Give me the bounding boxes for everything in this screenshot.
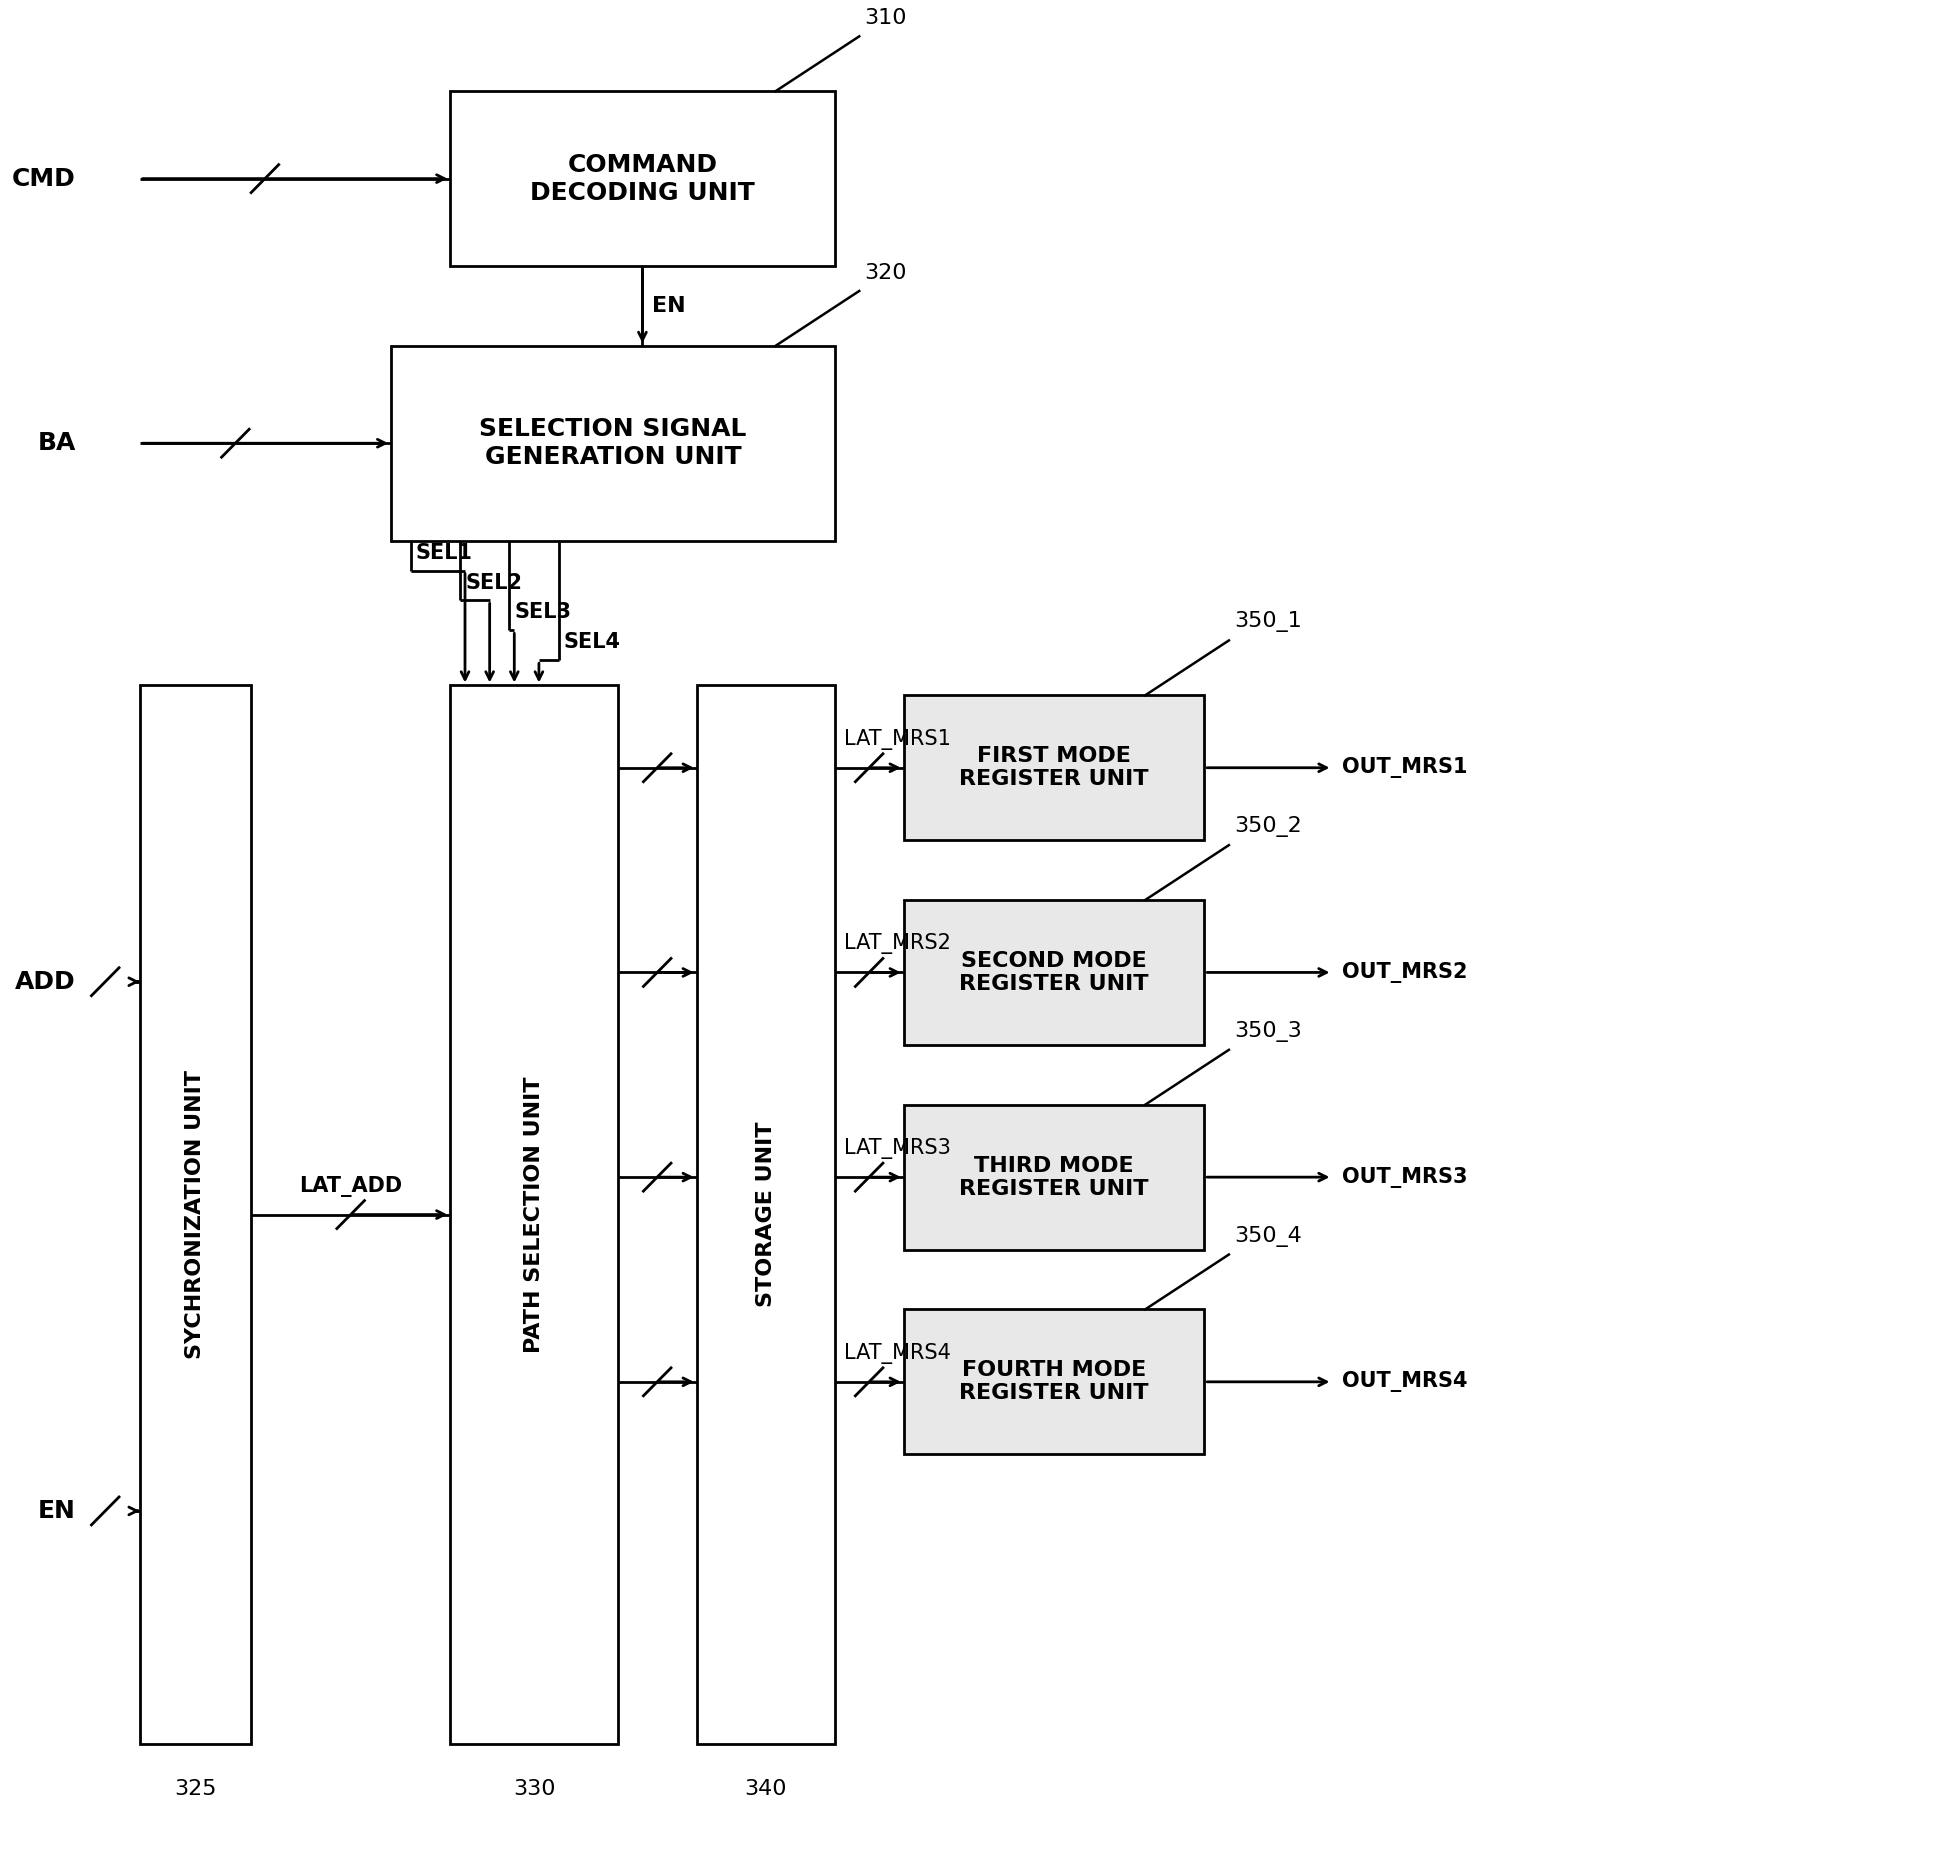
Text: 325: 325 [174, 1779, 217, 1798]
Text: 350_3: 350_3 [1234, 1020, 1302, 1041]
Text: EN: EN [653, 295, 686, 316]
Text: LAT_MRS2: LAT_MRS2 [845, 933, 951, 955]
Text: SEL2: SEL2 [465, 572, 521, 592]
Bar [449, 686, 618, 1744]
Text: SEL3: SEL3 [515, 602, 571, 622]
Text: OUT_MRS4: OUT_MRS4 [1342, 1372, 1468, 1392]
Text: CMD: CMD [12, 166, 76, 191]
Bar [391, 346, 835, 540]
Text: FOURTH MODE
REGISTER UNIT: FOURTH MODE REGISTER UNIT [959, 1361, 1149, 1404]
Text: OUT_MRS3: OUT_MRS3 [1342, 1166, 1468, 1187]
Text: 320: 320 [864, 264, 907, 282]
Bar [905, 1105, 1205, 1250]
Bar [697, 686, 835, 1744]
Bar [449, 92, 835, 265]
Text: 330: 330 [513, 1779, 556, 1798]
Text: OUT_MRS2: OUT_MRS2 [1342, 963, 1468, 983]
Bar [905, 901, 1205, 1045]
Text: STORAGE UNIT: STORAGE UNIT [755, 1121, 775, 1306]
Text: 340: 340 [744, 1779, 786, 1798]
Text: ADD: ADD [15, 970, 76, 994]
Text: SELECTION SIGNAL
GENERATION UNIT: SELECTION SIGNAL GENERATION UNIT [478, 417, 746, 469]
Text: THIRD MODE
REGISTER UNIT: THIRD MODE REGISTER UNIT [959, 1155, 1149, 1198]
Text: 350_2: 350_2 [1234, 817, 1302, 837]
Text: 310: 310 [864, 7, 907, 28]
Text: EN: EN [39, 1499, 76, 1523]
Text: PATH SELECTION UNIT: PATH SELECTION UNIT [525, 1077, 544, 1353]
Text: 350_1: 350_1 [1234, 611, 1302, 632]
Text: BA: BA [37, 432, 76, 456]
Text: SYCHRONIZATION UNIT: SYCHRONIZATION UNIT [186, 1071, 205, 1359]
Text: LAT_MRS4: LAT_MRS4 [845, 1342, 951, 1364]
Text: FIRST MODE
REGISTER UNIT: FIRST MODE REGISTER UNIT [959, 746, 1149, 789]
Text: SEL1: SEL1 [416, 542, 473, 563]
Text: LAT_ADD: LAT_ADD [298, 1176, 403, 1196]
Bar [905, 1310, 1205, 1454]
Bar [905, 695, 1205, 841]
Text: LAT_MRS1: LAT_MRS1 [845, 729, 951, 749]
Text: SECOND MODE
REGISTER UNIT: SECOND MODE REGISTER UNIT [959, 951, 1149, 994]
Text: COMMAND
DECODING UNIT: COMMAND DECODING UNIT [531, 153, 755, 204]
Bar [139, 686, 252, 1744]
Text: SEL4: SEL4 [564, 632, 620, 652]
Text: LAT_MRS3: LAT_MRS3 [845, 1138, 951, 1159]
Text: OUT_MRS1: OUT_MRS1 [1342, 757, 1468, 778]
Text: 350_4: 350_4 [1234, 1226, 1302, 1247]
